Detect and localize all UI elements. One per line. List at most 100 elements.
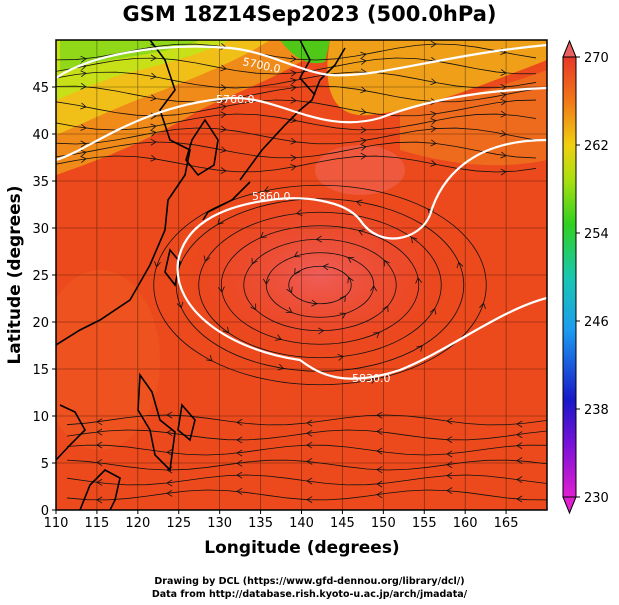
- streamline-arrow: [290, 77, 297, 85]
- x-tick-label: 120: [125, 516, 150, 531]
- streamline-arrow: [322, 263, 329, 271]
- streamline: [66, 474, 547, 486]
- streamline-arrow: [236, 449, 243, 457]
- streamline-arrow: [166, 489, 173, 497]
- streamline-arrow: [456, 261, 464, 269]
- streamline-arrow: [500, 84, 507, 91]
- colorbar-tick-label: 262: [584, 139, 609, 154]
- streamline-arrow: [80, 149, 87, 157]
- streamline-arrow: [516, 431, 523, 439]
- streamline-arrow: [150, 94, 157, 102]
- streamline: [66, 444, 547, 456]
- x-tick-label: 110: [44, 516, 69, 531]
- streamline-arrow: [290, 163, 297, 171]
- streamline-arrow: [306, 429, 313, 437]
- streamline-arrow: [500, 110, 507, 118]
- streamline-arrow: [220, 125, 227, 133]
- contour-labels: 5700.0 5760.0 5860.0 5830.0: [216, 55, 391, 385]
- streamline-arrow: [290, 69, 297, 77]
- streamline: [56, 155, 537, 173]
- streamline-arrow: [376, 427, 383, 435]
- streamline-arrow: [286, 286, 293, 294]
- streamline-arrow: [96, 441, 103, 449]
- colorbar-tick-label: 230: [584, 491, 609, 506]
- y-tick-label: 0: [41, 504, 49, 519]
- streamline: [56, 99, 537, 117]
- streamline-loop: [243, 238, 397, 332]
- streamline-arrow: [410, 236, 418, 244]
- streamline-arrow: [376, 491, 383, 499]
- streamline-arrow: [220, 84, 227, 92]
- y-tick-label: 15: [32, 363, 49, 378]
- streamline-arrow: [294, 268, 301, 275]
- streamline-arrow: [500, 92, 507, 99]
- streamline-arrow: [360, 51, 367, 59]
- streamline-arrow: [260, 231, 267, 239]
- streamline-arrow: [360, 152, 367, 160]
- streamline-arrow: [150, 129, 157, 137]
- streamline: [56, 57, 537, 75]
- streamline-arrow: [290, 137, 297, 145]
- x-tick-label: 135: [248, 516, 273, 531]
- streamline-loop: [288, 265, 352, 305]
- streamline-arrow: [360, 86, 367, 94]
- y-tick-label: 30: [32, 222, 49, 237]
- streamline-arrow: [306, 496, 313, 504]
- streamline-arrow: [154, 261, 161, 268]
- y-axis-label: Latitude (degrees): [5, 185, 25, 364]
- streamline-arrow: [217, 218, 224, 225]
- y-axis-ticks: 0 5 10 15 20 25 30 35 40 45: [32, 81, 56, 519]
- streamline-arrow: [516, 495, 523, 503]
- map-title: GSM 18Z14Sep2023 (500.0hPa): [122, 2, 497, 26]
- streamline-loop: [220, 225, 420, 345]
- streamline-arrow: [277, 363, 285, 371]
- streamline-arrow: [383, 259, 390, 267]
- streamline-arrow: [446, 487, 453, 495]
- streamline-arrow: [236, 436, 243, 444]
- y-tick-label: 5: [41, 457, 49, 472]
- streamline-arrow: [337, 353, 345, 361]
- streamline-arrow: [376, 447, 383, 455]
- y-tick-label: 40: [32, 128, 49, 143]
- streamline-arrow: [236, 471, 243, 479]
- contour-label-5860: 5860.0: [252, 190, 291, 203]
- x-axis-label: Longitude (degrees): [204, 538, 399, 558]
- streamline-arrow: [285, 306, 293, 313]
- streamline-arrow: [516, 476, 523, 484]
- streamline-arrow: [166, 429, 173, 436]
- x-tick-label: 155: [412, 516, 437, 531]
- streamline-arrow: [416, 345, 423, 352]
- streamline-arrow: [206, 355, 213, 362]
- streamline-arrow: [415, 277, 423, 284]
- streamline-arrow: [166, 411, 173, 419]
- streamline-arrow: [376, 480, 383, 488]
- contour-label-5760: 5760.0: [216, 93, 255, 106]
- streamline-arrow: [290, 84, 297, 92]
- streamline-arrow: [80, 70, 87, 78]
- x-tick-label: 125: [166, 516, 191, 531]
- streamline: [56, 85, 537, 103]
- streamline-arrow: [500, 168, 507, 176]
- streamline-arrow: [430, 40, 437, 48]
- streamline-arrow: [500, 130, 507, 137]
- x-tick-label: 165: [494, 516, 519, 531]
- streamline-arrow: [360, 108, 367, 115]
- streamline: [56, 141, 537, 159]
- y-tick-label: 10: [32, 410, 49, 425]
- streamline-arrow: [166, 479, 173, 487]
- streamline-arrow: [293, 251, 301, 258]
- streamline-arrow: [430, 78, 437, 86]
- streamline-arrow: [358, 229, 365, 236]
- streamline-arrow: [290, 55, 297, 63]
- streamline-arrow: [275, 334, 282, 341]
- streamline: [56, 71, 537, 89]
- streamline-arrow: [373, 331, 380, 339]
- streamline-arrow: [96, 428, 103, 436]
- colorbar-tick-label: 254: [584, 227, 609, 242]
- credit-drawing: Drawing by DCL (https://www.gfd-dennou.o…: [154, 576, 465, 587]
- streamline-loop: [198, 211, 442, 359]
- streamline-arrow: [80, 156, 87, 163]
- streamline-arrow: [430, 139, 437, 147]
- streamline-loop: [153, 184, 487, 386]
